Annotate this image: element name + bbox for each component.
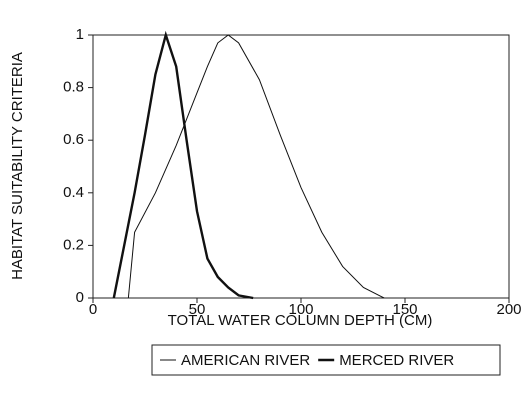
x-tick-label: 150 <box>392 301 417 318</box>
y-tick-label: 0.6 <box>63 131 84 148</box>
legend-box <box>151 344 501 376</box>
x-tick-label: 50 <box>189 301 206 318</box>
legend-label: AMERICAN RIVER <box>181 352 310 369</box>
legend-label: MERCED RIVER <box>339 352 454 369</box>
x-tick-label: 100 <box>288 301 313 318</box>
y-tick-label: 1 <box>76 26 84 43</box>
x-axis-label: TOTAL WATER COLUMN DEPTH (CM) <box>168 312 433 329</box>
y-axis-label: HABITAT SUITABILITY CRITERIA <box>9 52 26 280</box>
x-tick-label: 0 <box>89 301 97 318</box>
series-line <box>127 34 385 299</box>
y-tick-label: 0.4 <box>63 184 84 201</box>
y-tick-label: 0.2 <box>63 236 84 253</box>
series-line <box>112 30 254 300</box>
x-tick-label: 200 <box>496 301 521 318</box>
y-tick-label: 0 <box>76 289 84 306</box>
y-tick-label: 0.8 <box>63 79 84 96</box>
